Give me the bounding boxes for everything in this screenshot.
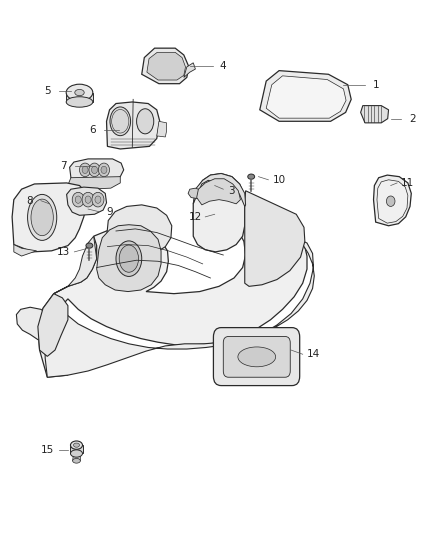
Circle shape	[82, 192, 94, 207]
Text: 14: 14	[307, 349, 320, 359]
Text: 5: 5	[44, 86, 51, 96]
Polygon shape	[45, 238, 314, 377]
Polygon shape	[38, 294, 68, 357]
Text: 4: 4	[219, 61, 226, 71]
Circle shape	[80, 163, 91, 176]
Polygon shape	[266, 76, 346, 118]
Text: 6: 6	[89, 125, 95, 135]
Text: 13: 13	[57, 247, 70, 257]
Polygon shape	[73, 454, 80, 461]
Ellipse shape	[86, 243, 93, 248]
Polygon shape	[69, 176, 120, 189]
Polygon shape	[193, 174, 245, 252]
Polygon shape	[75, 102, 84, 106]
Polygon shape	[66, 93, 93, 102]
Text: 12: 12	[189, 212, 202, 222]
Polygon shape	[157, 122, 166, 137]
Polygon shape	[14, 245, 36, 256]
Ellipse shape	[71, 450, 82, 457]
Ellipse shape	[74, 443, 80, 447]
Polygon shape	[106, 102, 160, 149]
Text: 8: 8	[26, 196, 32, 206]
Polygon shape	[245, 191, 305, 286]
Polygon shape	[188, 188, 203, 199]
Polygon shape	[106, 205, 172, 256]
Circle shape	[75, 196, 81, 203]
Ellipse shape	[119, 245, 138, 272]
Polygon shape	[38, 220, 307, 377]
FancyBboxPatch shape	[223, 336, 290, 377]
Text: 15: 15	[41, 446, 54, 455]
Polygon shape	[147, 52, 186, 80]
Circle shape	[386, 196, 395, 206]
Text: 2: 2	[409, 114, 416, 124]
Ellipse shape	[137, 109, 154, 134]
Ellipse shape	[238, 347, 276, 367]
Polygon shape	[377, 180, 408, 223]
Ellipse shape	[28, 195, 57, 240]
Ellipse shape	[31, 199, 53, 236]
Circle shape	[92, 166, 98, 174]
Ellipse shape	[66, 84, 93, 101]
Polygon shape	[200, 180, 219, 200]
Polygon shape	[67, 187, 106, 215]
Ellipse shape	[73, 458, 80, 463]
Ellipse shape	[116, 241, 142, 277]
Polygon shape	[374, 175, 411, 226]
Circle shape	[85, 196, 91, 203]
Text: 3: 3	[229, 186, 235, 196]
Circle shape	[82, 166, 88, 174]
Polygon shape	[70, 159, 124, 183]
Polygon shape	[197, 179, 240, 205]
Circle shape	[92, 192, 104, 207]
Polygon shape	[184, 63, 195, 77]
Ellipse shape	[110, 107, 131, 136]
Circle shape	[95, 196, 101, 203]
Ellipse shape	[71, 441, 82, 449]
Polygon shape	[193, 174, 246, 206]
Polygon shape	[71, 445, 82, 454]
Ellipse shape	[66, 97, 93, 107]
FancyBboxPatch shape	[213, 328, 300, 385]
Text: 9: 9	[106, 207, 113, 216]
Circle shape	[99, 163, 110, 176]
Polygon shape	[54, 236, 97, 294]
Polygon shape	[16, 307, 53, 340]
Polygon shape	[360, 106, 389, 123]
Text: 1: 1	[372, 80, 379, 90]
Polygon shape	[142, 48, 189, 84]
Text: 11: 11	[401, 178, 414, 188]
Circle shape	[72, 192, 84, 207]
Ellipse shape	[248, 174, 254, 179]
Polygon shape	[12, 183, 87, 252]
Circle shape	[89, 163, 100, 176]
Polygon shape	[97, 225, 161, 292]
Text: 7: 7	[60, 160, 67, 171]
Text: 10: 10	[272, 175, 286, 185]
Polygon shape	[260, 71, 351, 122]
Circle shape	[101, 166, 107, 174]
Ellipse shape	[75, 90, 84, 96]
